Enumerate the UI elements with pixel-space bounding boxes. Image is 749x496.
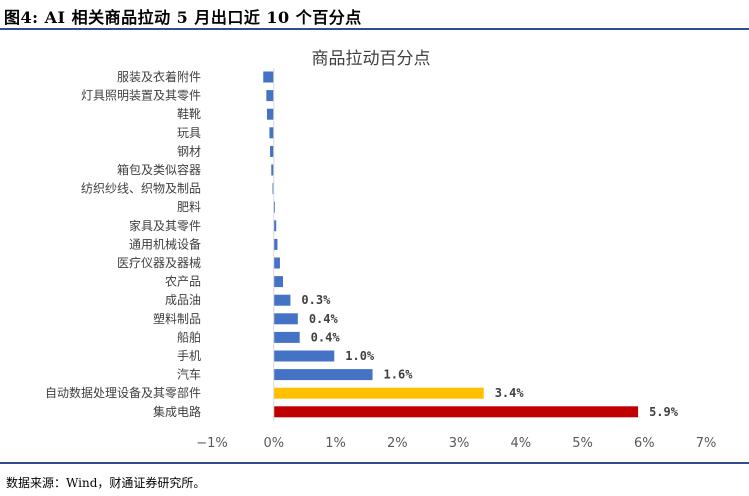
x-tick-label: −1% [196,436,228,451]
bar [273,257,280,269]
bar [266,108,274,120]
data-label: 5.9% [649,405,679,419]
category-label: 船舶 [177,329,201,344]
x-tick-label: 7% [696,436,717,451]
source-note: 数据来源：Wind，财通证券研究所。 [6,476,206,490]
category-label: 医疗仪器及器械 [117,255,201,270]
x-tick-label: 1% [325,436,346,451]
x-tick-label: 0% [263,436,284,451]
bar [273,331,300,343]
category-label: 灯具照明装置及其零件 [81,89,201,103]
x-tick-label: 3% [449,436,470,451]
x-tick-label: 2% [387,436,408,451]
bar [273,406,639,418]
category-label: 钢材 [177,144,201,158]
bar [266,90,274,102]
data-label: 0.4% [311,330,341,344]
category-label: 服装及衣着附件 [117,69,201,84]
category-label: 通用机械设备 [129,236,201,251]
category-label: 玩具 [177,126,201,140]
bar [273,313,298,325]
category-label: 塑料制品 [153,311,201,326]
category-label: 家具及其零件 [129,218,201,233]
bar [270,145,274,157]
data-label: 1.0% [345,349,375,363]
category-label: 鞋靴 [177,106,201,121]
category-label: 集成电路 [153,404,201,419]
category-label: 农产品 [165,275,201,289]
bars [263,71,639,418]
bar [273,220,277,232]
category-label: 自动数据处理设备及其零部件 [45,385,201,400]
figure-header: 图4: AI 相关商品拉动 5 月出口近 10 个百分点 [0,0,749,30]
data-label: 3.4% [495,386,525,400]
chart-title: 商品拉动百分点 [312,49,431,69]
x-axis-ticks: −1% 0% 1% 2% 3% 4% 5% 6% 7% [196,436,716,451]
bar [273,294,291,306]
category-label: 箱包及类似容器 [117,162,201,177]
data-labels: 0.3% 0.4% 0.4% 1.0% 1.6% 3.4% 5.9% [301,293,678,419]
bar [273,238,278,250]
figure-title: 图4: AI 相关商品拉动 5 月出口近 10 个百分点 [4,8,362,27]
bar [273,201,275,213]
bar [269,127,274,139]
category-labels: 服装及衣着附件灯具照明装置及其零件鞋靴玩具钢材箱包及类似容器纺织纱线、织物及制品… [45,69,201,419]
bar [273,369,373,381]
figure-footer: 数据来源：Wind，财通证券研究所。 [0,462,749,496]
category-label: 成品油 [165,293,201,307]
bar [271,164,274,176]
bar [273,387,484,399]
x-tick-label: 6% [634,436,655,451]
category-label: 纺织纱线、织物及制品 [81,182,201,196]
bar [263,71,274,83]
category-label: 汽车 [177,367,201,382]
bar [273,276,284,288]
bar-chart: 商品拉动百分点 −1% 0% 1% 2% 3% 4% 5% 6% 7% 服装及衣着附件灯具照明装… [45,49,716,451]
x-tick-label: 4% [510,436,531,451]
data-label: 0.3% [301,293,331,307]
bar [273,350,335,362]
bar [272,183,274,195]
category-label: 肥料 [177,200,201,214]
category-label: 手机 [177,349,201,363]
data-label: 0.4% [309,312,339,326]
x-tick-label: 5% [572,436,593,451]
data-label: 1.6% [384,368,414,382]
